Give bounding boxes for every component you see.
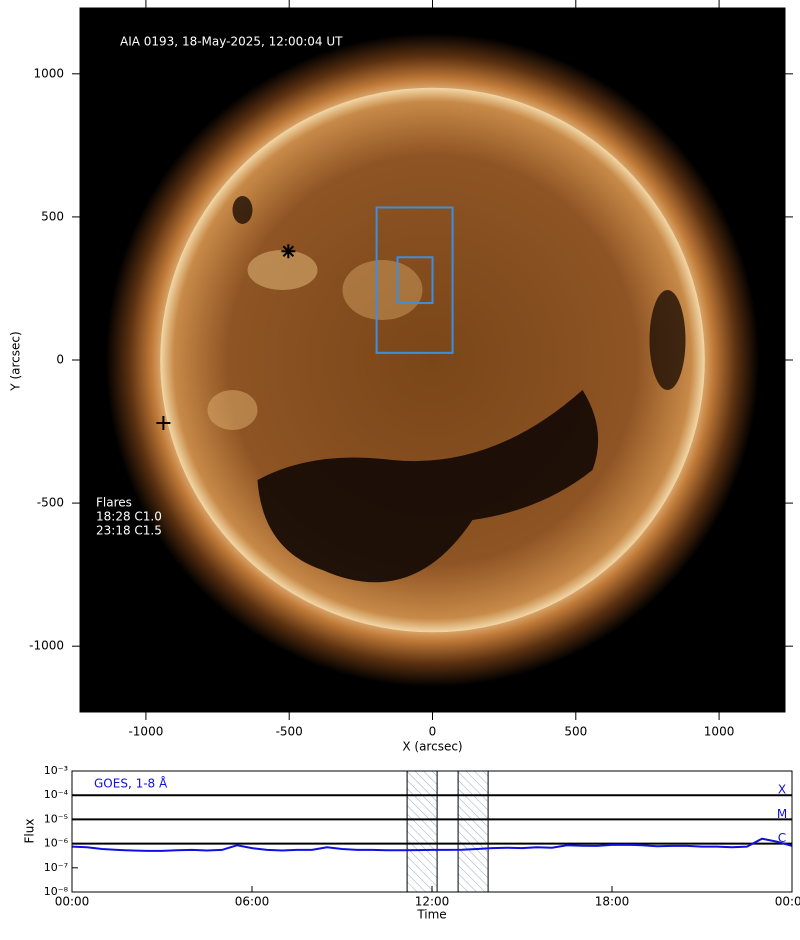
x-tick-label: 1000 <box>704 725 735 739</box>
x-tick-label: 00:00 <box>55 895 90 909</box>
y-tick-label: 10⁻⁶ <box>44 837 69 850</box>
sun-image <box>105 33 760 687</box>
x-tick-label: 18:00 <box>595 895 630 909</box>
x-tick-label: 500 <box>564 725 587 739</box>
region-box <box>375 206 454 354</box>
bright-region <box>207 390 258 430</box>
x-axis-label: Time <box>416 908 446 922</box>
flare-marker <box>156 415 171 430</box>
flares-title: Flares <box>96 496 132 510</box>
y-tick-label: 10⁻⁸ <box>44 885 69 898</box>
y-tick-label: 10⁻³ <box>44 764 68 777</box>
flare-marker <box>281 244 296 259</box>
region-box <box>396 256 434 305</box>
y-tick-label: 10⁻⁷ <box>44 861 68 874</box>
y-axis-label: Flux <box>23 819 37 844</box>
class-label: M <box>777 807 787 821</box>
y-axis-label: Y (arcsec) <box>9 331 23 391</box>
y-tick-label: 1000 <box>33 66 64 80</box>
legend-label: GOES, 1-8 Å <box>94 776 168 791</box>
x-tick-label: 0 <box>429 725 437 739</box>
x-tick-label: 12:00 <box>415 895 450 909</box>
shaded-interval <box>457 770 489 893</box>
y-tick-label: -500 <box>37 496 64 510</box>
x-axis-label: X (arcsec) <box>402 740 462 754</box>
coronal-hole <box>257 390 599 583</box>
y-tick-label: -1000 <box>29 639 64 653</box>
flux-line <box>71 837 793 852</box>
y-tick-label: 0 <box>56 353 64 367</box>
shaded-interval <box>406 770 438 893</box>
x-tick-label: 00:00 <box>775 895 800 909</box>
image-title: AIA 0193, 18-May-2025, 12:00:04 UT <box>120 35 343 49</box>
y-tick-label: 10⁻⁵ <box>44 812 68 825</box>
flare-entry: 18:28 C1.0 <box>96 510 162 524</box>
y-tick-label: 500 <box>41 209 64 223</box>
y-tick-label: 10⁻⁴ <box>44 788 69 801</box>
dark-region <box>232 196 253 224</box>
x-tick-label: -1000 <box>128 725 163 739</box>
class-label: C <box>778 831 786 845</box>
bright-region <box>247 250 318 290</box>
dark-region <box>649 290 686 390</box>
bright-region <box>342 260 423 320</box>
class-label: X <box>778 783 786 797</box>
x-tick-label: 06:00 <box>235 895 270 909</box>
flare-entry: 23:18 C1.5 <box>96 524 162 538</box>
x-tick-label: -500 <box>276 725 303 739</box>
